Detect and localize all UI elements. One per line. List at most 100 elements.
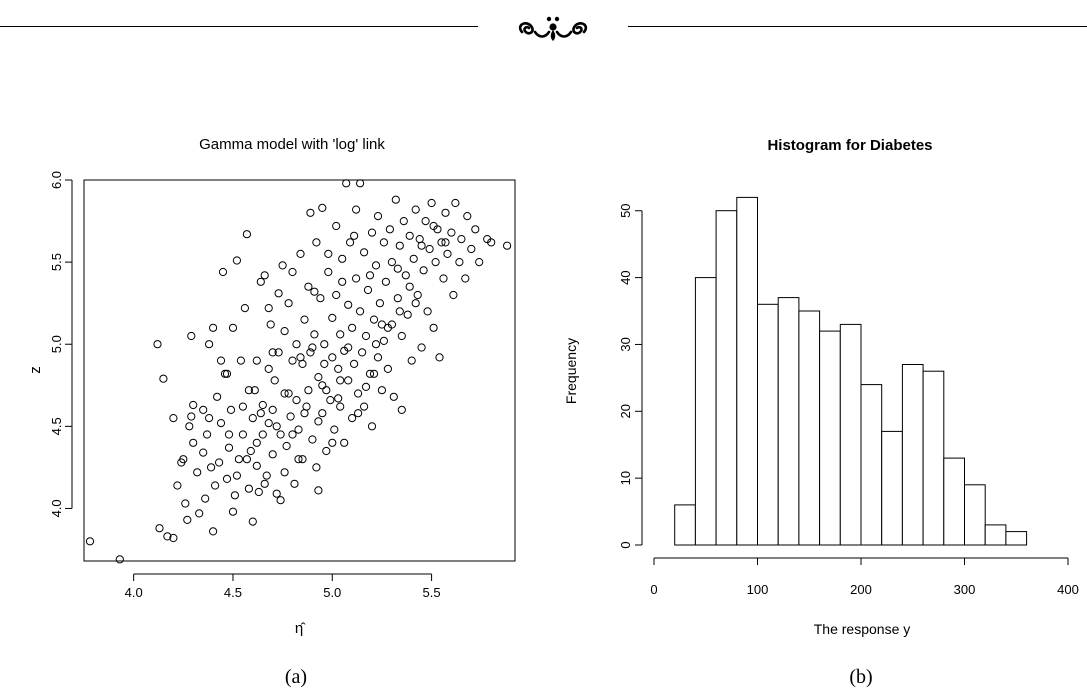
scatter-point bbox=[503, 241, 512, 250]
scatter-point bbox=[350, 359, 359, 368]
scatter-point bbox=[232, 471, 241, 480]
scatter-point bbox=[153, 340, 162, 349]
scatter-point bbox=[187, 412, 196, 421]
histogram-bar bbox=[922, 370, 945, 546]
scatter-point bbox=[224, 430, 234, 439]
scatter-point bbox=[280, 327, 289, 336]
scatter-point bbox=[371, 261, 381, 270]
scatter-point bbox=[236, 356, 245, 365]
scatter-point bbox=[360, 248, 369, 257]
scatter-point bbox=[282, 441, 291, 451]
histogram-x-tick-label: 300 bbox=[954, 582, 976, 597]
header-rule-left bbox=[0, 26, 478, 27]
scatter-point bbox=[169, 533, 178, 543]
histogram-y-axis: 0 10 20 30 40 50 bbox=[618, 203, 643, 549]
scatter-point bbox=[242, 230, 251, 239]
scatter-point bbox=[266, 320, 275, 329]
scatter-point bbox=[296, 249, 305, 258]
scatter-point bbox=[417, 241, 426, 250]
scatter-point bbox=[365, 271, 375, 280]
scatter-point bbox=[395, 307, 404, 316]
scatter-point bbox=[195, 509, 204, 518]
scatter-point bbox=[193, 468, 202, 477]
scatter-point bbox=[332, 221, 341, 231]
scatter-point bbox=[185, 422, 194, 431]
scatter-point bbox=[252, 356, 261, 365]
scatter-y-tick-label: 5.0 bbox=[49, 335, 64, 353]
scatter-point bbox=[455, 258, 464, 267]
scatter-point bbox=[209, 323, 218, 332]
scatter-point bbox=[369, 315, 379, 324]
scatter-point bbox=[187, 331, 196, 341]
scatter-point bbox=[238, 402, 247, 411]
scatter-point bbox=[395, 241, 404, 250]
scatter-point bbox=[328, 438, 337, 447]
scatter-point bbox=[407, 356, 416, 365]
scatter-point bbox=[300, 409, 309, 418]
histogram-y-tick-label: 0 bbox=[618, 541, 633, 548]
scatter-point bbox=[244, 386, 253, 395]
scatter-point bbox=[298, 455, 307, 464]
scatter-point bbox=[218, 267, 228, 277]
scatter-point bbox=[467, 244, 476, 254]
scatter-point bbox=[324, 267, 333, 277]
scatter-point bbox=[431, 258, 440, 267]
scatter-point bbox=[312, 463, 321, 472]
scatter-point bbox=[213, 392, 222, 401]
scatter-point bbox=[411, 205, 420, 214]
scatter-point bbox=[324, 249, 333, 258]
scatter-point bbox=[244, 484, 253, 493]
scatter-point bbox=[352, 274, 361, 283]
scatter-point bbox=[361, 331, 371, 341]
scatter-point bbox=[427, 198, 436, 208]
scatter-point bbox=[264, 364, 273, 373]
scatter-point bbox=[322, 446, 331, 456]
scatter-point bbox=[413, 290, 422, 300]
scatter-point bbox=[169, 414, 178, 423]
scatter-point bbox=[332, 290, 341, 300]
histogram-bar bbox=[777, 297, 800, 546]
scatter-point bbox=[336, 402, 345, 411]
histogram-figure-b: Histogram for Diabetes 0 100 200 300 400 0 10… bbox=[563, 137, 1079, 637]
scatter-point bbox=[304, 386, 313, 395]
scatter-point bbox=[314, 417, 323, 426]
scatter-point bbox=[320, 340, 329, 349]
histogram-bar bbox=[1005, 531, 1028, 546]
scatter-point bbox=[463, 212, 472, 221]
scatter-point bbox=[274, 289, 283, 298]
scatter-point bbox=[367, 422, 377, 431]
scatter-point bbox=[312, 238, 321, 247]
histogram-bar bbox=[715, 210, 738, 546]
scatter-point bbox=[381, 277, 390, 286]
scatter-point bbox=[405, 231, 414, 240]
scatter-point bbox=[352, 205, 361, 214]
scatter-point bbox=[397, 331, 406, 341]
scatter-point bbox=[360, 402, 369, 411]
scatter-point bbox=[199, 448, 208, 457]
scatter-point bbox=[336, 330, 345, 339]
scatter-point bbox=[310, 330, 319, 339]
histogram-x-tick-label: 0 bbox=[650, 582, 657, 597]
scatter-point bbox=[240, 304, 249, 313]
scatter-point bbox=[256, 277, 265, 286]
histogram-x-axis-label: The response y bbox=[814, 621, 911, 637]
scatter-point bbox=[399, 217, 408, 226]
scatter-point bbox=[439, 274, 448, 283]
histogram-bar bbox=[860, 384, 883, 546]
caption-a: (a) bbox=[284, 666, 308, 688]
scatter-point bbox=[228, 323, 238, 332]
histogram-y-tick-label: 10 bbox=[618, 471, 633, 485]
scatter-point bbox=[421, 217, 430, 226]
scatter-point bbox=[270, 376, 279, 385]
scatter-point bbox=[294, 455, 303, 464]
scatter-point bbox=[348, 414, 357, 423]
scatter-point bbox=[441, 208, 450, 217]
histogram-x-tick-label: 100 bbox=[747, 582, 769, 597]
scatter-point bbox=[211, 481, 220, 490]
scatter-y-axis: 4.0 4.5 5.0 5.5 6.0 bbox=[49, 171, 73, 517]
scatter-point bbox=[487, 238, 496, 247]
scatter-point bbox=[322, 386, 331, 395]
scatter-x-axis-label: η̂ bbox=[295, 620, 306, 637]
scatter-x-axis: 4.0 4.5 5.0 5.5 bbox=[125, 573, 441, 600]
scatter-point bbox=[294, 425, 303, 434]
